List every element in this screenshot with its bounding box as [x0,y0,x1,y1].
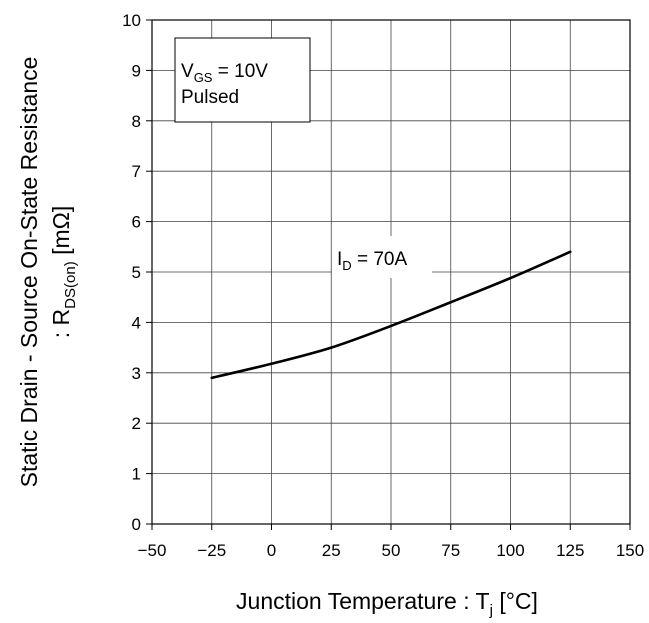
y-axis-title-line1: Static Drain - Source On-State Resistanc… [16,57,42,488]
y-ticks: 0 1 2 3 4 5 6 7 8 9 10 [122,11,152,534]
current-box [332,236,432,278]
id-symbol: I [337,249,342,270]
y-axis-title-sub: DS(on) [62,261,79,309]
series-group [210,250,572,380]
y-tick-label: 10 [122,11,141,30]
x-tick-label: −25 [197,541,226,560]
x-axis-title-sub: j [489,602,493,619]
x-axis-title: Junction Temperature : Tj [°C] [236,588,538,619]
conditions-box [174,37,311,123]
plot-frame [151,19,631,525]
y-tick-label: 2 [132,414,141,433]
id-label: ID = 70A [337,249,407,273]
x-tick-label: 75 [441,541,460,560]
y-tick-label: 1 [132,465,141,484]
vgs-subscript: GS [194,70,213,85]
y-tick-label: 5 [132,263,141,282]
x-ticks: −50 −25 0 25 50 75 100 125 150 [138,524,644,560]
id-subscript: D [342,258,351,273]
y-tick-label: 9 [132,61,141,80]
y-tick-label: 3 [132,364,141,383]
y-axis-title-unit: [mΩ] [48,206,74,262]
y-tick-label: 0 [132,515,141,534]
x-tick-label: −50 [138,541,167,560]
x-axis-title-main: Junction Temperature : T [236,588,490,614]
vgs-symbol: V [181,61,194,82]
y-tick-label: 4 [132,313,141,332]
x-tick-label: 25 [322,541,341,560]
pulsed-label: Pulsed [181,87,239,108]
y-axis-title-prefix: : R [48,309,74,338]
x-tick-label: 50 [382,541,401,560]
vgs-label: VGS = 10V [181,61,268,85]
y-axis-title-line2: : RDS(on) [mΩ] [48,206,79,338]
y-tick-label: 8 [132,112,141,131]
x-tick-label: 100 [496,541,524,560]
x-axis-title-unit: [°C] [493,588,538,614]
y-tick-label: 7 [132,162,141,181]
conditions-annotation: VGS = 10V Pulsed [174,37,311,123]
y-tick-label: 6 [132,213,141,232]
vgs-value: = 10V [212,61,268,82]
x-tick-label: 0 [267,541,276,560]
id-value: = 70A [352,249,408,270]
x-tick-label: 125 [556,541,584,560]
series-line-id-70a [210,250,572,380]
current-annotation: ID = 70A [332,236,432,278]
x-tick-label: 150 [616,541,644,560]
